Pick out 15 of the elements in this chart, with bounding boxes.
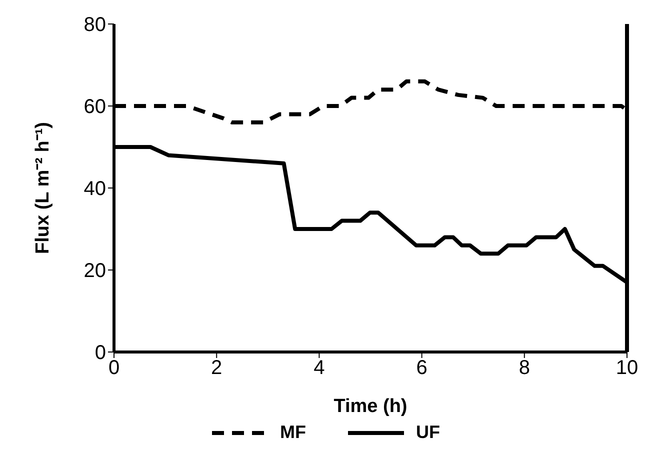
y-tick-label: 0 [94,342,106,364]
x-tick-label: 6 [416,357,428,380]
legend-label: UF [416,422,440,443]
x-axis-title: Time (h) [334,396,408,417]
y-tick-label: 40 [84,178,106,200]
y-axis-title: Flux (L m⁻² h⁻¹) [32,122,54,254]
y-tick-label: 60 [84,96,106,118]
x-tick-label: 4 [314,357,325,380]
y-tick-label: 20 [84,260,106,282]
x-tick-label: 8 [518,357,530,380]
x-tick-label: 10 [616,357,638,380]
x-tick-label: 2 [211,357,222,380]
x-tick-label: 0 [108,357,120,380]
legend-label: MF [280,422,306,443]
y-tick-label: 80 [84,14,106,36]
